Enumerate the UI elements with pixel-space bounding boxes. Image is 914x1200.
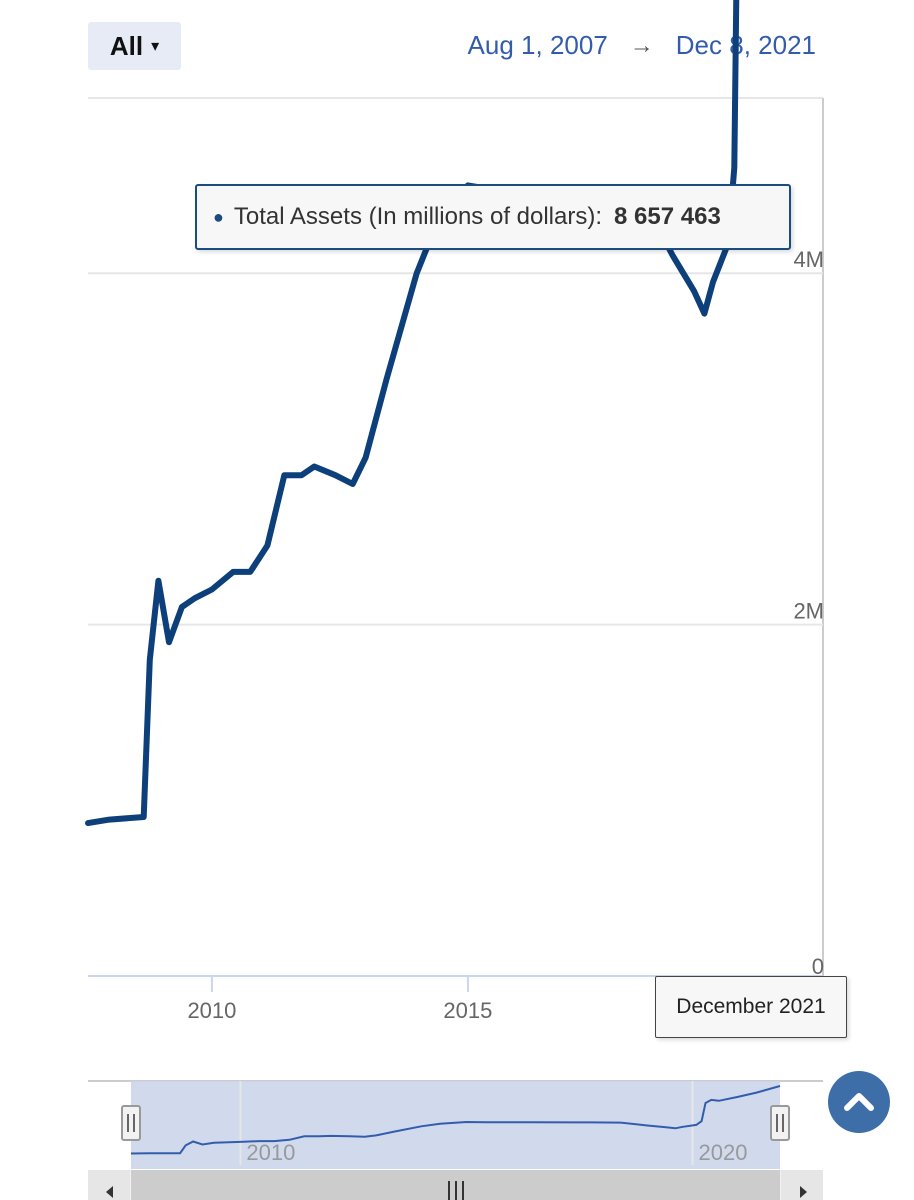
series-dot-icon: ● <box>213 206 224 227</box>
scroll-right-icon <box>800 1186 807 1198</box>
x-axis-ticks: 2010 2015 <box>187 976 492 1023</box>
date-range: Aug 1, 2007 → Dec 8, 2021 <box>468 30 816 61</box>
series-line-total-assets <box>85 0 740 827</box>
date-to[interactable]: Dec 8, 2021 <box>675 30 816 60</box>
x-tick-label: 2010 <box>187 998 236 1023</box>
navigator-tick-label: 2020 <box>698 1140 747 1165</box>
plot-grid <box>88 97 824 977</box>
navigator-selection <box>131 1081 780 1169</box>
scroll-left-icon <box>106 1186 113 1198</box>
date-from[interactable]: Aug 1, 2007 <box>467 30 608 60</box>
y-tick-label: 4M <box>793 247 824 272</box>
x-axis-tooltip: December 2021 <box>655 976 847 1038</box>
point-tooltip: ● Total Assets (In millions of dollars):… <box>195 184 791 250</box>
chevron-up-icon <box>844 1093 874 1111</box>
range-selector-label: All <box>109 30 144 61</box>
navigator-series-line <box>130 1085 781 1155</box>
range-selector-button[interactable]: All ▾ <box>88 22 181 70</box>
y-axis-ticks: 02M4M6M8M <box>793 247 824 979</box>
arrow-right-icon: → <box>629 31 654 59</box>
navigator-tick-label: 2010 <box>246 1140 295 1165</box>
tooltip-series-label: Total Assets (In millions of dollars): <box>233 203 603 230</box>
tooltip-value: 8 657 463 <box>614 203 721 230</box>
scroll-to-top-button[interactable] <box>828 1071 890 1133</box>
navigator-handle-right[interactable] <box>770 1105 790 1141</box>
caret-down-icon: ▾ <box>151 38 160 55</box>
y-tick-label: 2M <box>793 599 824 624</box>
y-tick-label: 0 <box>812 954 824 979</box>
x-tooltip-label: December 2021 <box>676 995 826 1018</box>
x-tick-label: 2015 <box>443 998 492 1023</box>
scrollbar-left-button <box>88 1170 130 1200</box>
navigator-scrollbar[interactable] <box>88 1170 823 1200</box>
navigator-handle-left[interactable] <box>121 1105 141 1141</box>
navigator: 2010 2020 <box>88 1080 823 1200</box>
